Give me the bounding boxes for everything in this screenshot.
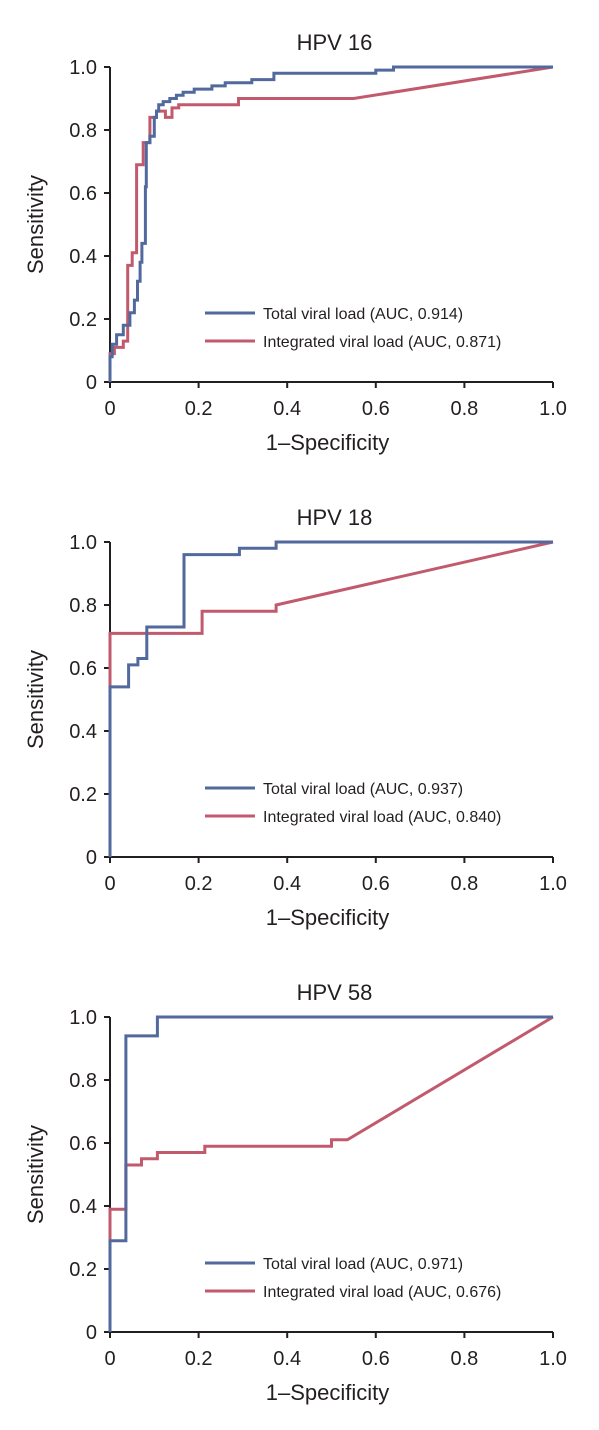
x-tick-label: 0.6 xyxy=(362,398,390,420)
y-tick-label: 0.2 xyxy=(69,784,97,806)
y-tick-label: 0.2 xyxy=(69,1259,97,1281)
series-line-total-viral-load xyxy=(108,1015,553,1332)
y-tick-label: 0 xyxy=(86,847,97,869)
y-tick-label: 1.0 xyxy=(69,1007,97,1029)
x-tick-label: 0 xyxy=(104,1348,115,1370)
x-tick-label: 0.8 xyxy=(450,398,478,420)
series-line-total-viral-load xyxy=(108,65,553,382)
x-tick-label: 0.2 xyxy=(185,873,213,895)
y-tick-label: 0.2 xyxy=(69,309,97,331)
x-axis-label: 1–Specificity xyxy=(266,905,390,930)
legend-label: Integrated viral load (AUC, 0.840) xyxy=(263,809,501,826)
y-axis-label: Sensitivity xyxy=(23,175,48,274)
x-axis-label: 1–Specificity xyxy=(266,430,390,455)
y-tick-label: 0.8 xyxy=(69,595,97,617)
chart-panel-2: HPV 18 0 0.2 0.4 0.6 0.8 1.0 0 0.2 0.4 0.6 0.8 1.0 1–… xyxy=(23,505,567,930)
y-tick-label: 0.6 xyxy=(69,1133,97,1155)
y-axis-label: Sensitivity xyxy=(23,1125,48,1224)
y-tick-label: 0 xyxy=(86,1322,97,1344)
y-tick-label: 0 xyxy=(86,372,97,394)
y-tick-label: 1.0 xyxy=(69,532,97,554)
chart-title: HPV 16 xyxy=(297,30,373,55)
x-tick-label: 0.6 xyxy=(362,873,390,895)
x-tick-label: 0.4 xyxy=(273,398,301,420)
series-line-total-viral-load xyxy=(108,540,553,857)
legend-label: Total viral load (AUC, 0.914) xyxy=(263,306,463,323)
x-tick-label: 1.0 xyxy=(539,398,567,420)
legend-label: Total viral load (AUC, 0.937) xyxy=(263,781,463,798)
y-tick-label: 0.4 xyxy=(69,721,97,743)
y-tick-label: 0.4 xyxy=(69,246,97,268)
y-tick-label: 0.8 xyxy=(69,1070,97,1092)
x-tick-label: 0.2 xyxy=(185,1348,213,1370)
legend-label: Integrated viral load (AUC, 0.676) xyxy=(263,1284,501,1301)
y-axis-label: Sensitivity xyxy=(23,650,48,749)
series-line-integrated-viral-load xyxy=(108,540,554,857)
x-tick-label: 0.8 xyxy=(450,873,478,895)
x-tick-label: 0 xyxy=(104,398,115,420)
y-tick-label: 0.6 xyxy=(69,183,97,205)
x-axis-label: 1–Specificity xyxy=(266,1380,390,1405)
chart-panel-3: HPV 58 0 0.2 0.4 0.6 0.8 1.0 0 0.2 0.4 0.6 0.8 1.0 1–… xyxy=(23,980,567,1405)
legend-label: Total viral load (AUC, 0.971) xyxy=(263,1256,463,1273)
legend-label: Integrated viral load (AUC, 0.871) xyxy=(263,334,501,351)
x-tick-label: 0.8 xyxy=(450,1348,478,1370)
y-tick-label: 0.8 xyxy=(69,120,97,142)
y-tick-label: 0.4 xyxy=(69,1196,97,1218)
chart-title: HPV 18 xyxy=(297,505,373,530)
x-tick-label: 1.0 xyxy=(539,1348,567,1370)
x-tick-label: 0.4 xyxy=(273,1348,301,1370)
y-tick-label: 1.0 xyxy=(69,57,97,79)
x-tick-label: 1.0 xyxy=(539,873,567,895)
y-tick-label: 0.6 xyxy=(69,658,97,680)
chart-panel-1: HPV 16 0 0.2 0.4 0.6 0.8 1.0 0 0.2 0.4 0.6 0.8 1.0 1–… xyxy=(23,30,567,455)
x-tick-label: 0 xyxy=(104,873,115,895)
x-tick-label: 0.4 xyxy=(273,873,301,895)
x-tick-label: 0.2 xyxy=(185,398,213,420)
chart-title: HPV 58 xyxy=(297,980,373,1005)
x-tick-label: 0.6 xyxy=(362,1348,390,1370)
